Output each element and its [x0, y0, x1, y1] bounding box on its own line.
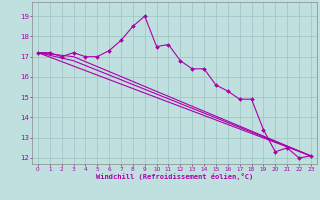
X-axis label: Windchill (Refroidissement éolien,°C): Windchill (Refroidissement éolien,°C): [96, 173, 253, 180]
